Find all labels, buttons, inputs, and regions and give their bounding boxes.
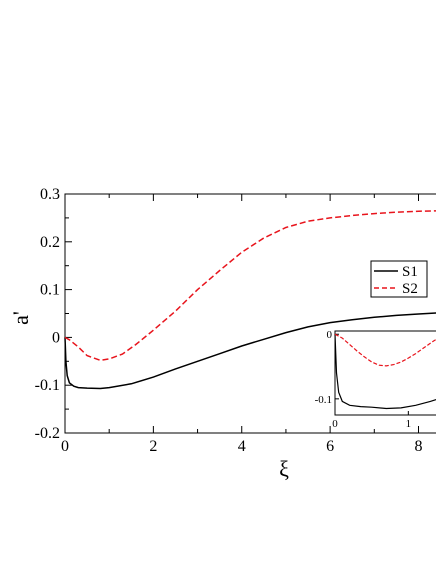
- x-tick-label: 0: [61, 438, 69, 455]
- inset-series-line-s1: [334, 334, 436, 410]
- series-line-s2: [64, 210, 436, 362]
- series-line-s1: [64, 312, 436, 390]
- x-tick-label: 4: [238, 438, 246, 455]
- y-tick-label: 0: [52, 329, 60, 346]
- inset-frame: [334, 330, 436, 416]
- x-tick-label: 6: [326, 438, 334, 455]
- y-axis-label: a': [8, 311, 33, 325]
- y-tick-label: -0.1: [35, 377, 60, 394]
- x-axis-label: ξ: [279, 456, 289, 481]
- inset-chart: 0 1-0.10: [315, 329, 436, 430]
- legend-label-s2: S2: [402, 281, 418, 297]
- inset-x-tick-label: 0: [332, 418, 338, 430]
- inset-y-tick-label: 0: [327, 329, 333, 341]
- x-tick-label: 8: [414, 438, 422, 455]
- inset-series-line-s2: [334, 333, 436, 367]
- series-layer: [64, 210, 436, 390]
- inset-series-layer: [334, 333, 436, 410]
- legend-box: [370, 260, 428, 298]
- x-tick-label: 2: [149, 438, 157, 455]
- y-tick-label: 0.3: [40, 186, 60, 203]
- y-tick-label: 0.1: [40, 282, 60, 299]
- y-tick-label: -0.2: [35, 425, 60, 442]
- legend-label-s1: S1: [402, 264, 418, 280]
- axis-ticks: 0 2 4 6 8-0.2-0.100.10.20.3: [35, 186, 423, 455]
- legend: S1 S2: [370, 260, 428, 298]
- inset-x-tick-label: 1: [406, 418, 412, 430]
- y-tick-label: 0.2: [40, 234, 60, 251]
- inset-y-tick-label: -0.1: [315, 394, 332, 406]
- inset-axis-ticks: 0 1-0.10: [315, 329, 412, 430]
